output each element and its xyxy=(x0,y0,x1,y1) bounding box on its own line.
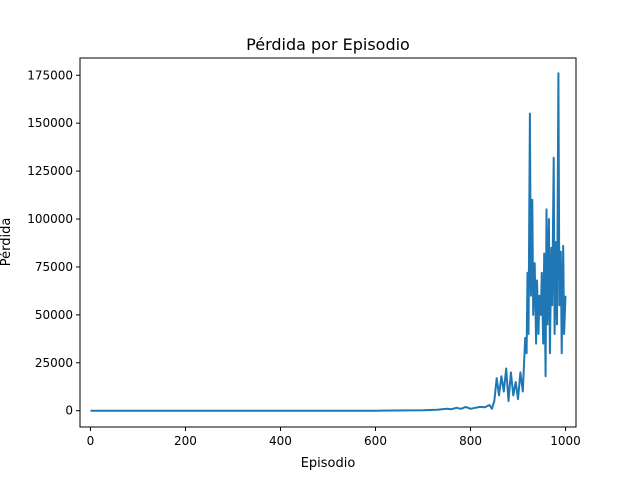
y-tick-label: 175000 xyxy=(27,68,73,82)
x-tick-label: 200 xyxy=(174,434,197,448)
plot-frame xyxy=(79,57,577,428)
x-tick-label: 0 xyxy=(87,434,95,448)
x-tick-label: 600 xyxy=(364,434,387,448)
loss-series-line xyxy=(90,72,567,412)
x-tick-label: 400 xyxy=(269,434,292,448)
x-axis-label: Episodio xyxy=(301,456,356,471)
y-axis-ticks: 0 25000 50000 75000 100000 125000 150000 175000 xyxy=(27,68,80,418)
y-tick-label: 0 xyxy=(65,404,73,418)
x-axis-ticks: 0 200 400 600 800 1000 xyxy=(87,427,581,448)
y-tick-label: 75000 xyxy=(35,260,73,274)
y-tick-label: 125000 xyxy=(27,164,73,178)
y-tick-label: 100000 xyxy=(27,212,73,226)
y-tick-label: 50000 xyxy=(35,308,73,322)
plot-background xyxy=(80,58,576,427)
y-tick-label: 150000 xyxy=(27,116,73,130)
y-tick-label: 25000 xyxy=(35,356,73,370)
chart-title: Pérdida por Episodio xyxy=(246,35,410,54)
y-axis-label: Pérdida xyxy=(0,218,14,267)
x-tick-label: 1000 xyxy=(550,434,581,448)
x-tick-label: 800 xyxy=(459,434,482,448)
series-layer xyxy=(90,72,567,412)
